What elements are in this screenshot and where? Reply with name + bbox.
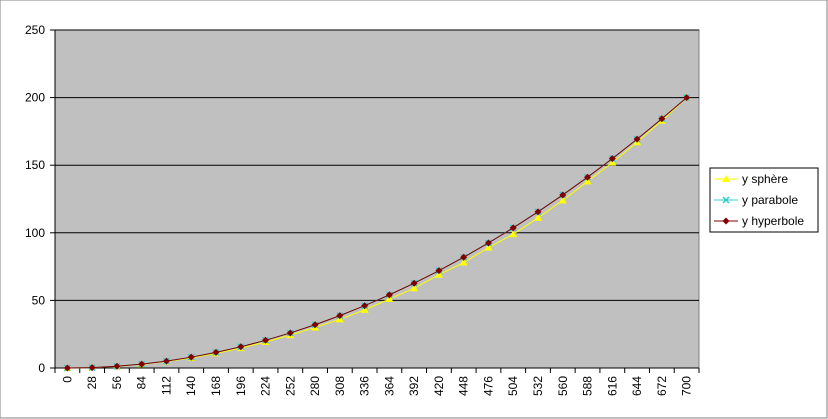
x-tick-label: 336 bbox=[358, 376, 372, 396]
marker bbox=[558, 196, 567, 204]
y-tick-label: 50 bbox=[32, 293, 46, 307]
x-tick-label: 56 bbox=[110, 376, 124, 390]
y-tick-label: 200 bbox=[25, 91, 45, 105]
marker bbox=[237, 343, 245, 351]
x-tick-label: 168 bbox=[209, 376, 223, 396]
marker bbox=[162, 357, 170, 365]
x-tick-label: 420 bbox=[432, 376, 446, 396]
marker bbox=[509, 224, 517, 232]
y-tick-label: 100 bbox=[25, 226, 45, 240]
y-tick-label: 0 bbox=[38, 361, 45, 375]
marker bbox=[187, 353, 195, 361]
marker bbox=[509, 230, 518, 238]
marker bbox=[113, 362, 121, 370]
marker bbox=[608, 155, 616, 163]
marker bbox=[633, 135, 641, 143]
marker bbox=[138, 360, 146, 368]
x-tick-label: 672 bbox=[655, 376, 669, 396]
marker bbox=[361, 302, 369, 310]
marker bbox=[385, 295, 394, 303]
marker bbox=[385, 291, 393, 299]
marker bbox=[484, 239, 492, 247]
x-tick-label: 280 bbox=[308, 376, 322, 396]
x-tick-label: 616 bbox=[605, 376, 619, 396]
marker bbox=[410, 284, 419, 292]
marker bbox=[534, 213, 542, 221]
y-tick-label: 250 bbox=[25, 23, 45, 37]
marker bbox=[434, 270, 443, 278]
plot-area bbox=[54, 29, 700, 369]
marker bbox=[459, 258, 468, 266]
x-tick-label: 588 bbox=[581, 376, 595, 396]
marker bbox=[460, 253, 468, 261]
marker bbox=[435, 267, 443, 275]
x-tick-label: 252 bbox=[283, 376, 297, 396]
marker bbox=[286, 329, 294, 337]
legend-label: y sphère bbox=[742, 172, 788, 186]
legend-marker bbox=[722, 196, 730, 204]
marker bbox=[683, 94, 691, 102]
legend-marker bbox=[722, 175, 730, 182]
legend-label: y parabole bbox=[742, 193, 798, 207]
y-tick-label: 150 bbox=[25, 158, 45, 172]
marker bbox=[336, 312, 344, 320]
x-tick-label: 448 bbox=[457, 376, 471, 396]
marker bbox=[658, 115, 666, 123]
x-tick-label: 364 bbox=[382, 376, 396, 396]
legend-label: y hyperbole bbox=[742, 214, 804, 228]
x-tick-label: 112 bbox=[159, 376, 173, 395]
marker bbox=[212, 348, 220, 356]
x-tick-label: 476 bbox=[481, 376, 495, 396]
marker bbox=[484, 243, 493, 251]
marker bbox=[583, 177, 592, 185]
marker bbox=[410, 279, 418, 287]
x-tick-label: 700 bbox=[680, 376, 694, 396]
legend-marker bbox=[722, 217, 730, 225]
x-tick-label: 28 bbox=[85, 376, 99, 390]
x-tick-label: 0 bbox=[60, 376, 74, 383]
x-tick-label: 532 bbox=[531, 376, 545, 396]
x-tick-label: 140 bbox=[184, 376, 198, 396]
x-tick-label: 644 bbox=[630, 376, 644, 396]
marker bbox=[262, 336, 270, 344]
marker bbox=[584, 173, 592, 181]
x-tick-label: 224 bbox=[259, 376, 273, 396]
marker bbox=[559, 191, 567, 199]
x-tick-label: 308 bbox=[333, 376, 347, 396]
series-line bbox=[67, 97, 687, 369]
marker bbox=[311, 321, 319, 329]
x-tick-label: 84 bbox=[135, 376, 149, 390]
marker bbox=[360, 305, 369, 313]
x-tick-label: 392 bbox=[407, 376, 421, 396]
marker bbox=[88, 364, 96, 372]
marker bbox=[63, 364, 71, 372]
x-tick-label: 504 bbox=[506, 376, 520, 396]
x-tick-label: 196 bbox=[234, 376, 248, 396]
x-tick-label: 560 bbox=[556, 376, 570, 396]
marker bbox=[534, 208, 542, 216]
